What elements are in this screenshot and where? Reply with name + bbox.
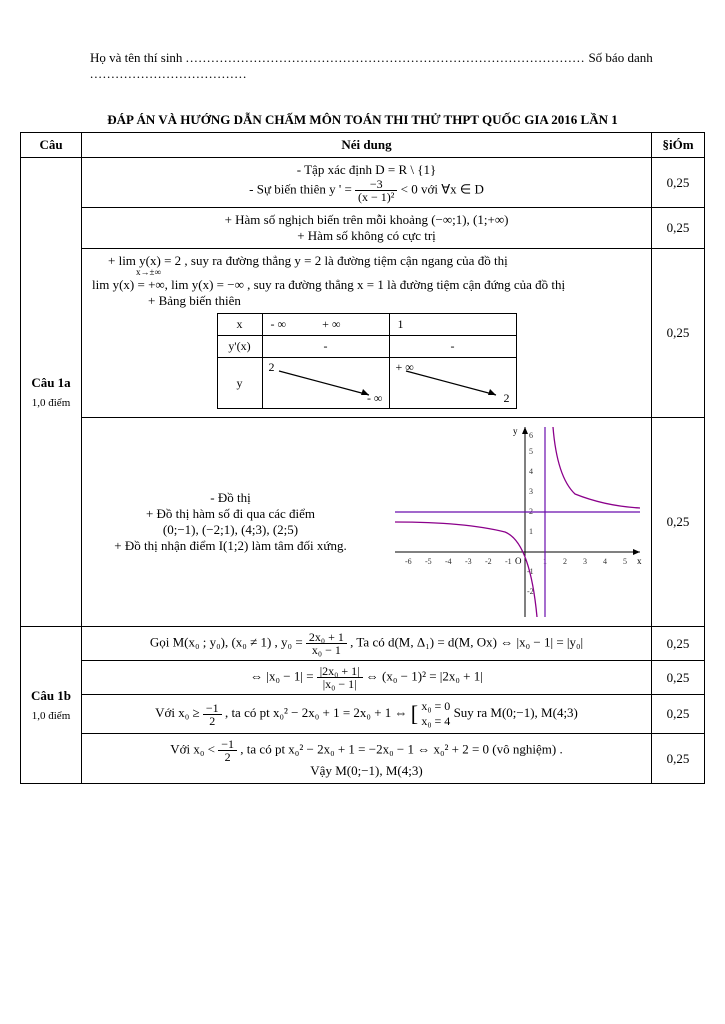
q1a-r2-l1: + Hàm số nghịch biến trên mỗi khoảng (−∞… xyxy=(88,212,645,228)
q1a-r4-l3: (0;−1), (−2;1), (4;3), (2;5) xyxy=(88,522,373,538)
q1b-pt: 1,0 điểm xyxy=(27,710,75,722)
col-noidung: Néi dung xyxy=(82,133,652,158)
q1a-r1-l2: - Sự biến thiên y ' = −3(x − 1)² < 0 với… xyxy=(88,178,645,203)
svg-text:1: 1 xyxy=(529,527,533,536)
graph: x y O -6-5-4 -3-2-1 123 45 123 456 xyxy=(385,422,645,622)
q1a-r3-l3: + Bảng biến thiên xyxy=(88,293,645,309)
name-dots: ........................................… xyxy=(186,50,586,65)
q1a-r1: - Tập xác định D = R \ {1} - Sự biến thi… xyxy=(82,158,652,208)
svg-text:-5: -5 xyxy=(425,557,432,566)
q1a-r4-l2: + Đồ thị hàm số đi qua các điểm xyxy=(88,506,373,522)
variation-table: x - ∞+ ∞ 1 y'(x) - - y 2 - ∞ xyxy=(217,313,517,409)
q1a-r4: - Đồ thị + Đồ thị hàm số đi qua các điểm… xyxy=(82,418,652,627)
q1a-r1-pt: 0,25 xyxy=(652,158,705,208)
q1a-r3-l1: + lim y(x) = 2 , suy ra đường thẳng y = … xyxy=(108,253,508,268)
col-cau: Câu xyxy=(21,133,82,158)
candidate-header: Họ và tên thí sinh .....................… xyxy=(90,50,705,82)
q1a-r3-l2: lim y(x) = +∞, lim y(x) = −∞ , suy ra đư… xyxy=(92,277,565,292)
q1b-r3-pt: 0,25 xyxy=(652,695,705,734)
doc-title: ĐÁP ÁN VÀ HƯỚNG DẪN CHẤM MÔN TOÁN THI TH… xyxy=(20,112,705,128)
q1a-r2-l2: + Hàm số không có cực trị xyxy=(88,228,645,244)
q1a-r3-pt: 0,25 xyxy=(652,249,705,418)
svg-text:-4: -4 xyxy=(445,557,452,566)
svg-text:3: 3 xyxy=(529,487,533,496)
q1b-r4-pt: 0,25 xyxy=(652,734,705,784)
answer-table: Câu Néi dung §iÓm Câu 1a 1,0 điểm - Tập … xyxy=(20,132,705,784)
svg-text:-3: -3 xyxy=(465,557,472,566)
svg-text:x: x xyxy=(637,556,642,566)
q1a-r4-l1: - Đồ thị xyxy=(88,490,373,506)
q1b-r2-pt: 0,25 xyxy=(652,661,705,695)
q1a-r3: + lim y(x) = 2 , suy ra đường thẳng y = … xyxy=(82,249,652,418)
q1a-pt: 1,0 điểm xyxy=(27,397,75,409)
q1a-r2: + Hàm số nghịch biến trên mỗi khoảng (−∞… xyxy=(82,208,652,249)
page: Họ và tên thí sinh .....................… xyxy=(0,0,725,1024)
q1a-r3-l1s: x→±∞ xyxy=(136,267,645,277)
svg-text:2: 2 xyxy=(563,557,567,566)
q1a-r1-l2b: < 0 với ∀x ∈ D xyxy=(401,181,484,196)
q1a-r1-l1: - Tập xác định D = R \ {1} xyxy=(88,162,645,178)
name-label: Họ và tên thí sinh xyxy=(90,50,182,65)
svg-text:-6: -6 xyxy=(405,557,412,566)
q1a-r4-pt: 0,25 xyxy=(652,418,705,627)
svg-text:O: O xyxy=(515,556,522,566)
q1b-r1: Gọi M(x₀ ; y₀), (x₀ ≠ 1) , y₀ = 2x₀ + 1x… xyxy=(82,627,652,661)
q1b-r2: ⇔ |x₀ − 1| = |2x₀ + 1||x₀ − 1| ⇔ (x₀ − 1… xyxy=(82,661,652,695)
q1b-r4: Với x₀ < −12 , ta có pt x₀² − 2x₀ + 1 = … xyxy=(82,734,652,784)
q1a-label-cell: Câu 1a 1,0 điểm xyxy=(21,158,82,627)
svg-text:5: 5 xyxy=(623,557,627,566)
q1b-label-cell: Câu 1b 1,0 điểm xyxy=(21,627,82,784)
svg-text:5: 5 xyxy=(529,447,533,456)
q1a-r4-l4: + Đồ thị nhận điểm I(1;2) làm tâm đối xứ… xyxy=(88,538,373,554)
q1a-r1-l2a: - Sự biến thiên y ' = xyxy=(249,181,355,196)
q1b-r3: Với x₀ ≥ −12 , ta có pt x₀² − 2x₀ + 1 = … xyxy=(82,695,652,734)
q1a-label: Câu 1a xyxy=(27,375,75,391)
svg-text:-2: -2 xyxy=(485,557,492,566)
svg-text:4: 4 xyxy=(529,467,533,476)
col-diem: §iÓm xyxy=(652,133,705,158)
id-label: Số báo danh xyxy=(588,50,652,65)
svg-text:3: 3 xyxy=(583,557,587,566)
q1b-label: Câu 1b xyxy=(27,688,75,704)
svg-text:4: 4 xyxy=(603,557,607,566)
svg-text:y: y xyxy=(513,426,518,436)
svg-text:6: 6 xyxy=(529,431,533,440)
q1b-r1-pt: 0,25 xyxy=(652,627,705,661)
q1a-r2-pt: 0,25 xyxy=(652,208,705,249)
id-dots: ..................................... xyxy=(90,66,247,81)
q1b-r4-c: Vậy M(0;−1), M(4;3) xyxy=(88,763,645,779)
svg-text:-1: -1 xyxy=(505,557,512,566)
